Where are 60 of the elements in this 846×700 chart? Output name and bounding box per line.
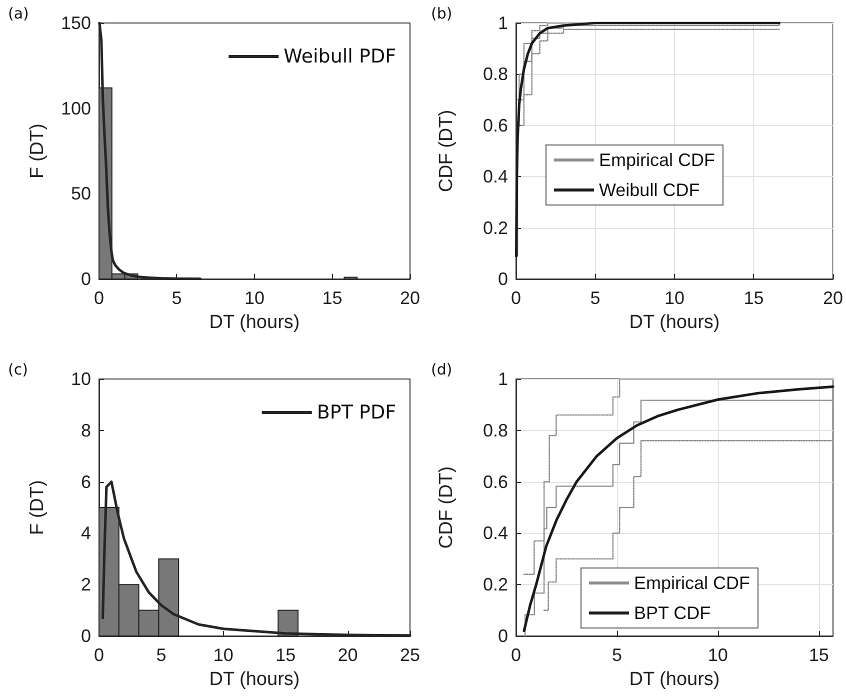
text: (d) (431, 360, 452, 378)
x-tick-label: 15 (808, 645, 829, 665)
x-tick-label: 20 (822, 288, 844, 308)
y-tick-label: 10 (70, 369, 91, 389)
y-tick-label: 6 (80, 472, 91, 492)
y-axis-title: CDF (DT) (436, 466, 457, 549)
legend-label: Empirical CDF (598, 150, 716, 170)
x-tick-label: 10 (244, 288, 265, 308)
y-tick-label: 150 (60, 13, 91, 33)
y-tick-label: 0.6 (482, 115, 508, 136)
x-tick-label: 25 (400, 645, 420, 665)
text: (b) (431, 4, 452, 22)
y-tick-label: 0 (80, 626, 91, 646)
y-tick-label: 1 (498, 13, 508, 33)
y-tick-label: 0.8 (482, 420, 508, 440)
y-tick-label: 4 (80, 523, 91, 544)
x-tick-label: 15 (322, 288, 342, 308)
x-tick-label: 15 (276, 645, 296, 665)
x-tick-label: 10 (708, 645, 728, 665)
x-tick-label: 0 (94, 288, 104, 308)
legend-label: BPT CDF (634, 603, 711, 623)
x-axis-title: DT (hours) (209, 312, 300, 333)
x-tick-label: 5 (156, 645, 166, 665)
x-tick-label: 15 (744, 288, 764, 308)
x-tick-label: 10 (664, 288, 685, 308)
x-tick-label: 20 (400, 288, 420, 308)
y-axis-title: F (DT) (27, 480, 48, 535)
y-tick-label: 0 (498, 626, 508, 646)
legend-label: Empirical CDF (634, 573, 750, 593)
y-tick-label: 8 (80, 420, 91, 440)
y-axis-title: F (DT) (27, 124, 48, 178)
y-tick-label: 2 (80, 574, 91, 595)
y-tick-label: 0 (80, 269, 91, 289)
y-axis-title: CDF (DT) (436, 110, 457, 192)
y-tick-label: 0.2 (482, 218, 508, 238)
y-tick-label: 0.2 (482, 574, 508, 595)
x-tick-label: 0 (94, 645, 104, 665)
y-tick-label: 0 (498, 269, 508, 289)
y-tick-label: 0.8 (482, 64, 508, 84)
y-tick-label: 0.4 (482, 166, 508, 187)
x-axis-title: DT (hours) (629, 312, 720, 333)
legend-label: BPT PDF (316, 402, 396, 424)
x-axis-title: DT (hours) (209, 669, 300, 690)
y-tick-label: 100 (60, 98, 91, 118)
legend-label: Weibull CDF (598, 180, 700, 200)
text: (a) (8, 4, 29, 22)
x-tick-label: 20 (338, 645, 358, 665)
x-axis-title: DT (hours) (629, 669, 720, 690)
x-tick-label: 5 (172, 288, 182, 308)
text: (c) (8, 360, 28, 378)
y-tick-label: 0.6 (482, 472, 508, 492)
x-tick-label: 0 (510, 288, 522, 308)
y-tick-label: 50 (70, 184, 91, 204)
x-tick-label: 10 (213, 645, 234, 665)
x-tick-label: 5 (612, 645, 622, 665)
y-tick-label: 0.4 (482, 523, 508, 544)
x-tick-label: 0 (510, 645, 522, 665)
x-tick-label: 5 (590, 288, 600, 308)
y-tick-label: 1 (498, 369, 508, 389)
legend-label: Weibull PDF (284, 46, 396, 68)
